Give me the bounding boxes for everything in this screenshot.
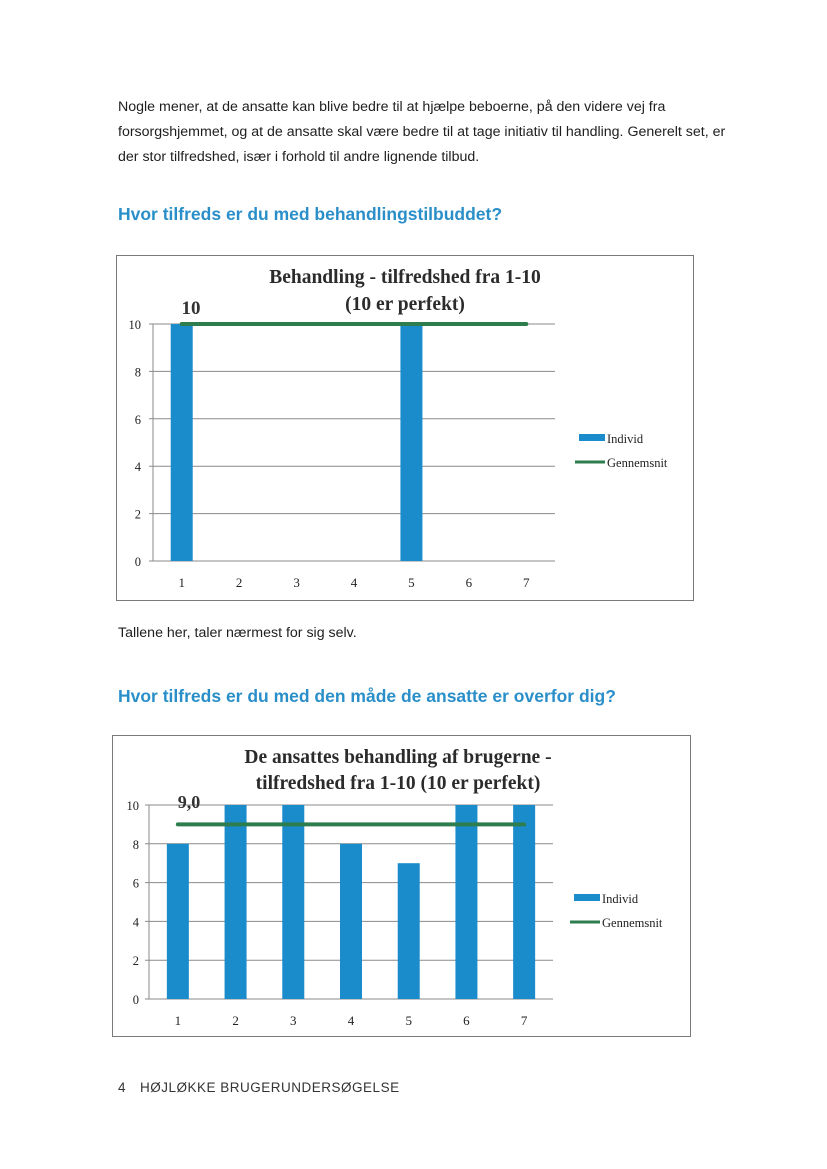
chart-title-line: tilfredshed fra 1-10 (10 er perfekt) (256, 773, 541, 794)
y-tick-label: 8 (133, 838, 139, 852)
y-tick-label: 2 (133, 954, 139, 968)
bar (400, 324, 423, 561)
y-tick-label: 10 (127, 799, 140, 813)
average-data-label: 9,0 (178, 792, 201, 812)
section-heading-staff: Hvor tilfreds er du med den måde de ansa… (118, 686, 616, 706)
x-tick-label: 4 (348, 1013, 355, 1028)
bar (455, 805, 478, 999)
chart-staff-satisfaction: 0 2 4 6 8 10 1 2 3 4 5 6 7 9,0 De ansattes behandling… (112, 735, 691, 1037)
bar (282, 805, 305, 999)
y-tick-label: 4 (135, 460, 142, 474)
intro-paragraph: Nogle mener, at de ansatte kan blive bed… (118, 99, 726, 165)
chart-treatment-satisfaction: 0 2 4 6 8 10 1 2 3 4 5 6 7 10 Behandling - tilfredshe… (116, 255, 694, 601)
x-tick-label: 7 (523, 575, 530, 590)
x-tick-label: 7 (521, 1013, 528, 1028)
legend-label: Individ (607, 432, 644, 446)
bar (513, 805, 536, 999)
average-data-label: 10 (182, 298, 201, 319)
legend-label: Individ (602, 892, 639, 906)
y-tick-label: 0 (135, 555, 141, 569)
x-tick-label: 2 (236, 575, 243, 590)
x-tick-label: 5 (405, 1013, 412, 1028)
y-tick-label: 10 (129, 318, 142, 332)
bar (340, 843, 362, 999)
footer-title: HØJLØKKE BRUGERUNDERSØGELSE (140, 1080, 400, 1095)
y-tick-label: 8 (135, 365, 141, 379)
legend-swatch-bar (579, 434, 605, 441)
chart-title-line: Behandling - tilfredshed fra 1-10 (269, 267, 541, 288)
legend-label: Gennemsnit (607, 456, 668, 470)
x-tick-label: 2 (232, 1013, 239, 1028)
y-tick-label: 6 (135, 413, 141, 427)
bar (170, 324, 193, 561)
y-tick-label: 6 (133, 877, 139, 891)
x-tick-label: 3 (290, 1013, 297, 1028)
y-tick-label: 0 (133, 993, 139, 1007)
x-tick-label: 6 (466, 575, 473, 590)
chart-title-line: De ansattes behandling af brugerne - (244, 747, 551, 768)
y-tick-label: 4 (133, 915, 140, 929)
chart-title-line: (10 er perfekt) (345, 294, 465, 315)
commentary-paragraph: Tallene her, taler nærmest for sig selv. (118, 625, 357, 641)
bar (397, 863, 420, 999)
x-tick-label: 6 (463, 1013, 470, 1028)
bar (166, 843, 189, 999)
section-heading-treatment: Hvor tilfreds er du med behandlingstilbu… (118, 204, 503, 224)
x-tick-label: 4 (351, 575, 358, 590)
legend-swatch-bar (574, 894, 600, 901)
bar (224, 805, 247, 999)
y-tick-label: 2 (135, 508, 141, 522)
x-tick-label: 1 (175, 1013, 182, 1028)
x-tick-label: 1 (178, 575, 185, 590)
legend-label: Gennemsnit (602, 916, 663, 930)
x-tick-label: 5 (408, 575, 415, 590)
page-number: 4 (118, 1080, 127, 1095)
page-footer: 4 HØJLØKKE BRUGERUNDERSØGELSE (118, 1080, 400, 1095)
x-tick-label: 3 (293, 575, 300, 590)
